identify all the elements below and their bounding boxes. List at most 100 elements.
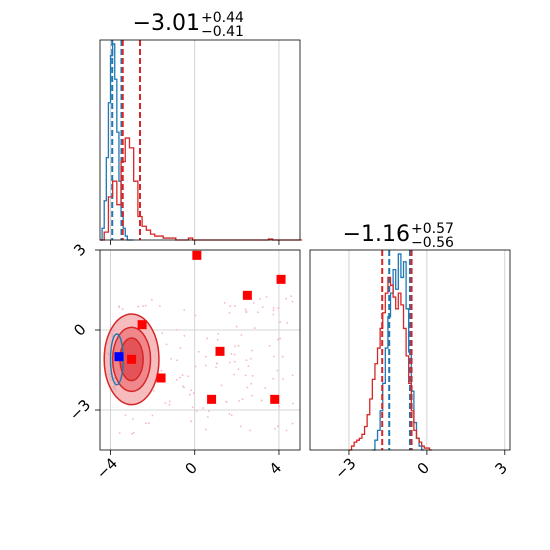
sample-point bbox=[144, 422, 147, 425]
histogram-step-line bbox=[348, 276, 433, 451]
sample-point bbox=[204, 364, 207, 367]
sample-point bbox=[290, 295, 293, 298]
panel1-title-upper-error: +0.44 bbox=[201, 10, 244, 26]
sample-point bbox=[237, 344, 240, 347]
sample-point bbox=[251, 374, 254, 377]
sample-point bbox=[228, 312, 231, 314]
red-square-marker bbox=[270, 394, 280, 404]
sample-point bbox=[147, 422, 150, 425]
sample-point bbox=[161, 332, 164, 334]
sample-point bbox=[228, 413, 231, 415]
red-square-marker bbox=[276, 274, 286, 284]
sample-point bbox=[158, 304, 161, 307]
sample-point bbox=[118, 306, 121, 309]
histogram-step-line bbox=[100, 43, 134, 241]
red-square-marker bbox=[242, 290, 252, 300]
sample-point bbox=[251, 394, 253, 397]
sample-point bbox=[276, 425, 279, 428]
sample-point bbox=[234, 304, 236, 307]
blue-square-marker bbox=[114, 352, 124, 362]
sample-point bbox=[183, 386, 185, 389]
sample-point bbox=[118, 432, 121, 435]
sample-point bbox=[216, 338, 219, 341]
sample-point bbox=[240, 425, 242, 428]
sample-point bbox=[191, 406, 194, 409]
sample-point bbox=[233, 353, 236, 356]
sample-point bbox=[124, 414, 127, 417]
red-square-marker bbox=[215, 346, 225, 356]
sample-point bbox=[132, 431, 135, 434]
x-tick-label: −4 bbox=[93, 454, 121, 482]
sample-point bbox=[291, 300, 294, 303]
sample-point bbox=[194, 365, 197, 368]
sample-point bbox=[233, 373, 236, 376]
sample-point bbox=[215, 366, 218, 369]
x-tick-label: 0 bbox=[181, 459, 200, 478]
sample-point bbox=[273, 355, 275, 358]
sample-point bbox=[208, 410, 210, 412]
sample-point bbox=[179, 346, 182, 349]
joint-distribution-panel bbox=[99, 249, 301, 451]
sample-point bbox=[249, 429, 252, 432]
sample-point bbox=[176, 359, 178, 362]
sample-point bbox=[190, 420, 193, 423]
sample-point bbox=[121, 308, 124, 311]
sample-point bbox=[277, 307, 280, 309]
sample-point bbox=[223, 301, 226, 304]
sample-point bbox=[259, 297, 261, 300]
sample-point bbox=[245, 359, 248, 362]
x-tick-label: 0 bbox=[414, 459, 433, 478]
panel3-grid bbox=[348, 250, 506, 450]
sample-point bbox=[238, 400, 240, 402]
sample-point bbox=[245, 310, 248, 313]
sample-point bbox=[206, 337, 209, 340]
panel1-title-lower-error: −0.41 bbox=[201, 24, 244, 40]
sample-point bbox=[235, 325, 238, 328]
panel2-markers bbox=[114, 250, 286, 404]
sample-point bbox=[190, 389, 193, 392]
sample-point bbox=[188, 393, 191, 396]
panel3-series bbox=[348, 250, 433, 451]
sample-point bbox=[216, 362, 218, 365]
sample-point bbox=[225, 401, 228, 403]
sample-point bbox=[286, 322, 289, 324]
sample-point bbox=[291, 422, 294, 425]
red-square-marker bbox=[156, 373, 166, 383]
sample-point bbox=[229, 305, 232, 308]
marginal-histogram-param1 bbox=[99, 39, 303, 241]
sample-point bbox=[220, 384, 223, 387]
panel1-series bbox=[100, 40, 303, 241]
panel1-frame bbox=[99, 39, 301, 241]
sample-point bbox=[164, 402, 167, 405]
histogram-step-line bbox=[100, 137, 303, 241]
red-square-marker bbox=[207, 394, 217, 404]
sample-point bbox=[197, 350, 200, 353]
panel1-title: −3.01 +0.44 −0.41 bbox=[133, 10, 244, 40]
panel3-frame bbox=[309, 249, 511, 451]
sample-point bbox=[152, 389, 155, 392]
sample-point bbox=[194, 314, 197, 317]
red-square-marker bbox=[127, 354, 137, 364]
sample-point bbox=[230, 414, 233, 417]
panel2-frame bbox=[99, 249, 301, 451]
sample-point bbox=[272, 313, 275, 316]
sample-point bbox=[233, 360, 236, 363]
sample-point bbox=[277, 338, 279, 341]
y-tick-label: 0 bbox=[70, 320, 89, 339]
marginal-histogram-param2 bbox=[309, 249, 511, 451]
sample-point bbox=[175, 378, 178, 381]
panel3-title-lower-error: −0.56 bbox=[411, 235, 454, 251]
sample-point bbox=[260, 399, 263, 402]
panel1-title-value: −3.01 bbox=[133, 11, 200, 36]
sample-point bbox=[285, 429, 288, 432]
sample-point bbox=[181, 385, 184, 388]
sample-point bbox=[291, 374, 294, 377]
sample-point bbox=[246, 386, 249, 389]
sample-point bbox=[276, 369, 279, 372]
sample-point bbox=[241, 398, 244, 401]
sample-point bbox=[237, 368, 240, 371]
y-tick-label: 3 bbox=[70, 240, 89, 259]
y-tick-label: −3 bbox=[66, 396, 94, 424]
sample-point bbox=[272, 307, 275, 310]
